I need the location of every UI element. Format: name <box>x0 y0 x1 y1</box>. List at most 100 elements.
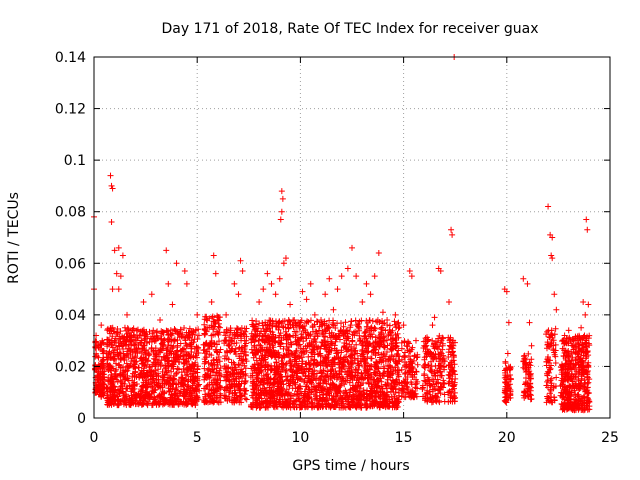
data-point-marker <box>124 311 131 318</box>
data-point-marker <box>214 312 221 319</box>
data-point-marker <box>168 358 175 365</box>
data-point-marker <box>272 291 279 298</box>
data-point-marker <box>209 313 216 320</box>
data-point-marker <box>406 268 413 275</box>
data-point-marker <box>181 377 188 384</box>
data-point-marker <box>264 270 271 277</box>
data-point-marker <box>157 382 164 389</box>
data-point-marker <box>160 329 167 336</box>
data-point-marker <box>208 390 215 397</box>
x-axis-label: GPS time / hours <box>292 458 409 474</box>
data-point-marker <box>121 355 128 362</box>
data-point-marker <box>188 397 195 404</box>
data-point-marker <box>167 375 174 382</box>
data-point-marker <box>231 280 238 287</box>
data-point-marker <box>105 351 112 358</box>
data-point-marker <box>113 366 120 373</box>
data-point-marker <box>113 330 120 337</box>
data-point-marker <box>164 360 171 367</box>
data-point-marker <box>169 301 176 308</box>
data-point-marker <box>131 341 138 348</box>
data-point-marker <box>164 379 171 386</box>
data-point-marker <box>190 387 197 394</box>
data-point-marker <box>205 374 212 381</box>
y-tick-label: 0.14 <box>55 50 86 66</box>
data-point-marker <box>130 357 137 364</box>
data-point-marker <box>195 332 202 339</box>
data-point-marker <box>131 372 138 379</box>
data-point-marker <box>131 382 138 389</box>
data-point-marker <box>159 401 166 408</box>
data-point-marker <box>123 327 130 334</box>
data-point-marker <box>122 368 129 375</box>
data-point-marker <box>213 341 220 348</box>
data-point-marker <box>170 337 177 344</box>
data-point-marker <box>204 348 211 355</box>
data-point-marker <box>119 385 126 392</box>
data-point-marker <box>166 388 173 395</box>
data-point-marker <box>176 334 183 341</box>
data-point-marker <box>545 203 552 210</box>
data-point-marker <box>203 339 210 346</box>
data-point-marker <box>194 394 201 401</box>
data-point-marker <box>143 347 150 354</box>
data-point-marker <box>379 309 386 316</box>
data-point-marker <box>194 311 201 318</box>
data-point-marker <box>92 338 99 345</box>
data-point-marker <box>98 393 105 400</box>
data-point-marker <box>136 394 143 401</box>
data-point-marker <box>140 298 147 305</box>
data-point-marker <box>164 378 171 385</box>
data-point-marker <box>95 354 102 361</box>
data-point-marker <box>121 353 128 360</box>
data-point-marker <box>154 357 161 364</box>
y-tick-label: 0.12 <box>55 102 86 118</box>
data-point-marker <box>412 337 419 344</box>
data-point-marker <box>122 400 129 407</box>
data-point-marker <box>183 280 190 287</box>
data-point-marker <box>173 384 180 391</box>
x-tick-label: 5 <box>193 430 202 446</box>
data-point-marker <box>142 351 149 358</box>
x-tick-label: 25 <box>601 430 619 446</box>
data-point-marker <box>132 346 139 353</box>
data-point-marker <box>181 334 188 341</box>
data-point-marker <box>156 392 163 399</box>
data-point-marker <box>120 346 127 353</box>
data-point-marker <box>202 354 209 361</box>
data-point-marker <box>167 332 174 339</box>
data-point-marker <box>209 362 216 369</box>
data-point-marker <box>151 367 158 374</box>
data-point-marker <box>211 318 218 325</box>
data-point-marker <box>150 336 157 343</box>
data-point-marker <box>202 385 209 392</box>
data-point-marker <box>217 377 224 384</box>
data-point-marker <box>132 333 139 340</box>
x-tick-label: 0 <box>90 430 99 446</box>
data-point-marker <box>163 369 170 376</box>
data-point-marker <box>176 359 183 366</box>
data-point-marker <box>173 399 180 406</box>
data-point-marker <box>127 351 134 358</box>
data-point-marker <box>183 372 190 379</box>
data-point-marker <box>110 357 117 364</box>
data-point-marker <box>505 319 512 326</box>
data-point-marker <box>104 360 111 367</box>
data-point-marker <box>242 379 249 386</box>
data-point-marker <box>580 298 587 305</box>
data-point-marker <box>326 275 333 282</box>
data-point-marker <box>164 346 171 353</box>
data-point-marker <box>268 280 275 287</box>
data-point-marker <box>221 392 228 399</box>
data-point-marker <box>173 260 180 267</box>
data-point-marker <box>171 395 178 402</box>
data-point-marker <box>448 226 455 233</box>
data-point-marker <box>212 270 219 277</box>
data-point-marker <box>182 357 189 364</box>
data-point-marker <box>133 358 140 365</box>
data-point-marker <box>107 172 114 179</box>
data-point-marker <box>127 401 134 408</box>
chart-title: Day 171 of 2018, Rate Of TEC Index for r… <box>162 21 539 37</box>
data-point-marker <box>116 336 123 343</box>
